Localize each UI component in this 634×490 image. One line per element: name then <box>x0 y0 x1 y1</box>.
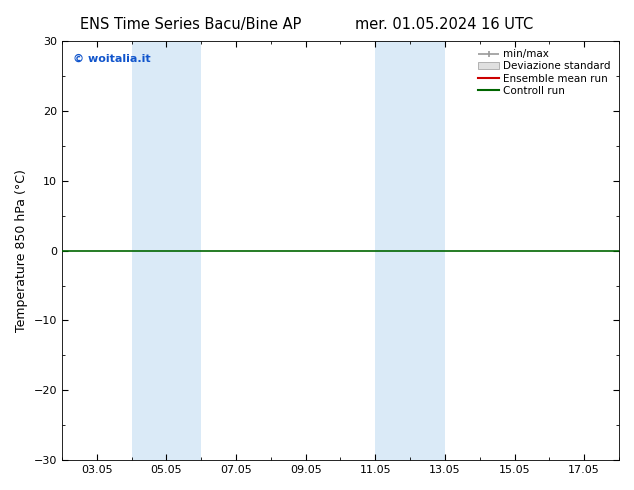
Bar <box>410 41 445 460</box>
Text: ENS Time Series Bacu/Bine AP: ENS Time Series Bacu/Bine AP <box>79 17 301 32</box>
Y-axis label: Temperature 850 hPa (°C): Temperature 850 hPa (°C) <box>15 169 28 332</box>
Bar <box>375 41 410 460</box>
Text: © woitalia.it: © woitalia.it <box>73 53 151 64</box>
Bar <box>131 41 166 460</box>
Text: mer. 01.05.2024 16 UTC: mer. 01.05.2024 16 UTC <box>354 17 533 32</box>
Bar <box>166 41 201 460</box>
Legend: min/max, Deviazione standard, Ensemble mean run, Controll run: min/max, Deviazione standard, Ensemble m… <box>475 46 614 99</box>
